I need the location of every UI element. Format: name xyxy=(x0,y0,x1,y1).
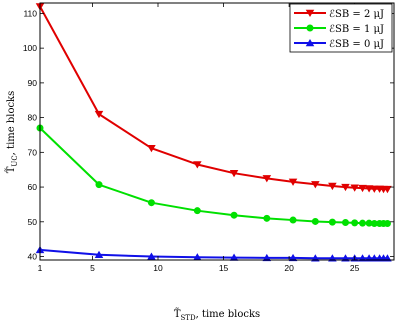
data-point xyxy=(147,252,156,260)
data-point xyxy=(328,218,336,226)
legend-marker xyxy=(305,9,315,18)
plot-frame xyxy=(39,2,395,261)
series-1 xyxy=(36,124,391,228)
x-axis-label-sub: STD xyxy=(181,314,196,322)
data-point xyxy=(289,216,297,224)
data-point xyxy=(311,181,320,189)
data-point xyxy=(341,183,350,192)
data-point xyxy=(370,185,379,193)
data-point xyxy=(95,181,103,189)
data-point xyxy=(383,185,392,194)
data-point xyxy=(288,253,298,262)
legend-marker xyxy=(305,38,315,47)
y-tick-label: 60 xyxy=(28,182,38,192)
x-tick-label: 1 xyxy=(38,263,43,273)
data-point xyxy=(364,185,374,193)
data-point xyxy=(383,220,391,228)
x-axis-label-main: T̃ xyxy=(174,308,181,320)
data-point xyxy=(94,250,104,259)
data-point xyxy=(193,161,202,169)
x-tick-label: 25 xyxy=(350,263,360,273)
legend-entry: ℰSB = 0 μJ xyxy=(294,38,384,50)
legend-label: ℰSB = 1 μJ xyxy=(329,24,384,35)
y-tick-label: 100 xyxy=(23,43,37,53)
data-point xyxy=(147,144,156,153)
y-tick-label: 80 xyxy=(28,113,38,123)
data-point xyxy=(229,169,239,178)
y-tick-label: 70 xyxy=(28,147,38,157)
legend-marker xyxy=(306,24,314,32)
x-axis-label-rest: , time blocks xyxy=(196,309,261,320)
legend-entry: ℰSB = 2 μJ xyxy=(294,9,384,20)
x-axis-label: T̃STD, time blocks xyxy=(174,308,260,322)
data-point xyxy=(263,214,271,222)
legend-entry: ℰSB = 1 μJ xyxy=(294,24,384,35)
data-point xyxy=(288,178,298,186)
x-tick-label: 15 xyxy=(219,263,229,273)
x-tick-label: 5 xyxy=(90,263,95,273)
data-point xyxy=(351,219,359,227)
data-point xyxy=(147,199,155,207)
legend: ℰSB = 2 μJ ℰSB = 1 μJ ℰSB = 0 μJ xyxy=(289,3,393,53)
x-tick-label: 10 xyxy=(153,263,163,273)
y-axis-label-rest: , time blocks xyxy=(6,91,17,156)
legend-label: ℰSB = 2 μJ xyxy=(329,9,384,20)
data-point xyxy=(262,253,272,262)
data-point xyxy=(230,211,238,219)
data-point xyxy=(359,219,367,227)
data-point xyxy=(358,184,367,193)
data-point xyxy=(94,110,104,119)
data-point xyxy=(262,175,272,183)
y-tick-label: 110 xyxy=(23,8,37,18)
y-axis-label: T̃UC, time blocks xyxy=(5,91,19,174)
data-point xyxy=(311,217,319,225)
y-tick-label: 40 xyxy=(28,252,38,262)
y-tick-label: 50 xyxy=(28,217,38,227)
data-point xyxy=(350,184,359,192)
legend-label: ℰSB = 0 μJ xyxy=(329,39,384,50)
y-axis-label-sub: UC xyxy=(11,155,19,166)
data-point xyxy=(341,218,349,226)
x-tick-label: 20 xyxy=(284,263,294,273)
data-point xyxy=(328,182,337,191)
y-tick-label: 90 xyxy=(28,78,38,88)
y-axis-label-main: T̃ xyxy=(5,166,17,173)
data-point xyxy=(193,207,201,215)
